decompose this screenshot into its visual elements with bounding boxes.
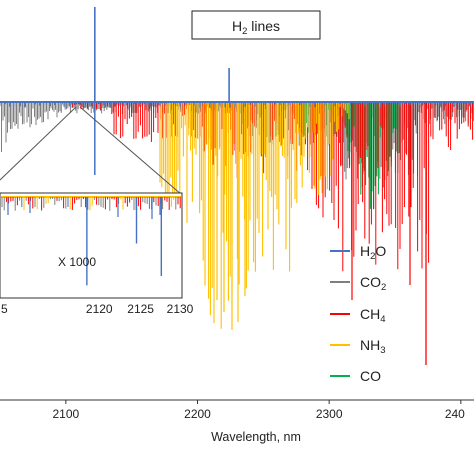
x-tick-label: 2200 bbox=[184, 407, 211, 421]
legend-entry-label: CO2 bbox=[360, 274, 386, 293]
spectrum-lines bbox=[0, 7, 474, 365]
inset-frame bbox=[0, 192, 183, 299]
h2-lines-annotation: H2 lines bbox=[191, 10, 321, 40]
x-axis-label: Wavelength, nm bbox=[211, 430, 301, 444]
x-tick-label: 2300 bbox=[316, 407, 343, 421]
legend-entry-label: NH3 bbox=[360, 337, 386, 356]
inset-tick-label: 2130 bbox=[167, 302, 194, 316]
h2-lines-label: H2 lines bbox=[232, 18, 280, 37]
inset-tick-label: 2125 bbox=[127, 302, 154, 316]
legend-entry-label: H2O bbox=[360, 243, 386, 262]
zoom-inset: X 1000 2120 2125 2130 5 bbox=[0, 106, 194, 316]
inset-tick-label-partial: 5 bbox=[1, 302, 8, 316]
legend: H2O CO2 CH4 NH3 CO bbox=[330, 243, 386, 384]
inset-tick-label: 2120 bbox=[86, 302, 113, 316]
inset-x-axis: 2120 2125 2130 5 bbox=[1, 302, 194, 316]
legend-entry-label: CO bbox=[360, 368, 381, 384]
legend-entry-label: CH4 bbox=[360, 306, 386, 325]
x-tick-label: 240 bbox=[445, 407, 465, 421]
x-tick-label: 2100 bbox=[52, 407, 79, 421]
inset-connector-left bbox=[0, 106, 77, 181]
h2-lines-box bbox=[191, 10, 321, 40]
x-axis-ticks: 2100 2200 2300 240 bbox=[52, 400, 465, 421]
inset-magnification-label: X 1000 bbox=[58, 255, 96, 269]
inset-spectrum-lines bbox=[1, 196, 181, 286]
inset-connector-right bbox=[79, 106, 183, 196]
